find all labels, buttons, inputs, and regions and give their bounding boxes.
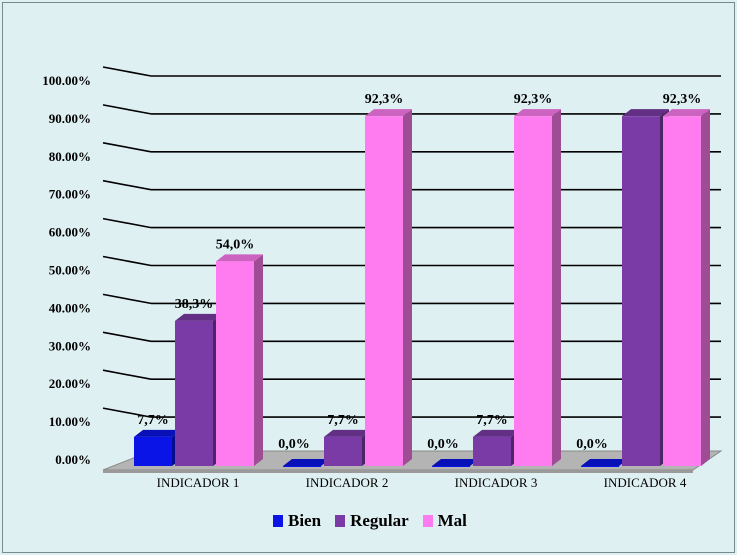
data-label: 7,7%: [327, 413, 359, 428]
bar-mal: [663, 116, 701, 467]
gridline-depth: [102, 369, 152, 380]
data-label: 0,0%: [427, 437, 459, 452]
y-tick-label: 10.00%: [49, 414, 91, 429]
bar-top: [432, 459, 479, 466]
bar-top: [663, 109, 710, 117]
y-tick-label: 80.00%: [49, 149, 91, 164]
bar-top: [283, 459, 330, 466]
y-tick-label: 90.00%: [49, 111, 91, 126]
gridline-depth: [102, 179, 152, 191]
gridline-depth: [102, 255, 152, 267]
gridline-depth: [102, 104, 152, 115]
bar-top: [175, 313, 222, 321]
data-label: 92,3%: [663, 92, 702, 107]
bar-top: [581, 459, 628, 466]
y-tick-label: 60.00%: [49, 225, 91, 240]
data-label: 0,0%: [278, 437, 310, 452]
y-tick-label: 20.00%: [49, 376, 91, 391]
data-label: 92,3%: [514, 92, 553, 107]
legend-swatch: [273, 515, 283, 527]
bar-regular: [473, 436, 511, 466]
bar-mal: [216, 261, 254, 466]
gridline-depth: [102, 407, 152, 418]
gridline-depth: [102, 217, 152, 229]
legend-item-regular: Regular: [335, 511, 409, 531]
bar-side: [552, 109, 561, 467]
data-label: 54,0%: [216, 237, 255, 252]
bar-top: [365, 109, 412, 117]
bar-top: [324, 429, 371, 437]
bar-top: [134, 429, 181, 437]
bar-regular: [175, 320, 213, 466]
gridline-depth: [102, 293, 152, 305]
bar-mal: [514, 116, 552, 467]
legend-item-mal: Mal: [422, 511, 467, 531]
data-label: 38,3%: [175, 297, 214, 312]
bar-side: [701, 109, 710, 467]
bar-chart: 0.00% 10.00% 20.00% 30.00% 40.00% 50.00% 60.00…: [42, 66, 723, 490]
bar-mal: [365, 116, 403, 467]
bar-top: [473, 429, 520, 437]
legend-item-bien: Bien: [273, 511, 321, 531]
y-tick-label: 70.00%: [49, 187, 91, 202]
category-label: INDICADOR 3: [455, 475, 538, 490]
legend-swatch: [335, 515, 346, 527]
y-tick-label: 50.00%: [49, 263, 91, 278]
bar-bien: [283, 466, 321, 467]
legend-label: Bien: [288, 511, 322, 530]
data-label: 7,7%: [476, 413, 508, 428]
category-label: INDICADOR 4: [604, 475, 687, 490]
bar-side: [403, 109, 412, 467]
bar-top: [514, 109, 561, 117]
data-label: 92,3%: [365, 92, 404, 107]
gridline-depth: [102, 66, 152, 77]
y-tick-label: 0.00%: [55, 452, 91, 467]
category-label: INDICADOR 1: [157, 475, 240, 490]
y-tick-label: 30.00%: [49, 338, 91, 353]
legend: Bien Regular Mal: [273, 511, 467, 531]
bar-bien: [581, 466, 619, 467]
legend-label: Mal: [437, 511, 467, 530]
y-tick-label: 40.00%: [49, 300, 91, 315]
bar-regular: [324, 436, 362, 466]
bar-bien: [134, 436, 172, 466]
category-label: INDICADOR 2: [306, 475, 389, 490]
gridline-depth: [102, 331, 152, 343]
legend-swatch: [422, 515, 433, 527]
bar-regular: [622, 116, 660, 467]
gridline-depth: [102, 142, 152, 153]
chart-floor-edge: [103, 470, 693, 473]
bar-bien: [432, 466, 470, 467]
bar-top: [216, 254, 263, 262]
legend-label: Regular: [350, 511, 409, 530]
bar-top: [622, 109, 669, 117]
bar-side: [254, 254, 263, 466]
data-label: 0,0%: [576, 437, 608, 452]
y-tick-label: 100.00%: [42, 73, 91, 88]
data-label: 7,7%: [137, 413, 169, 428]
